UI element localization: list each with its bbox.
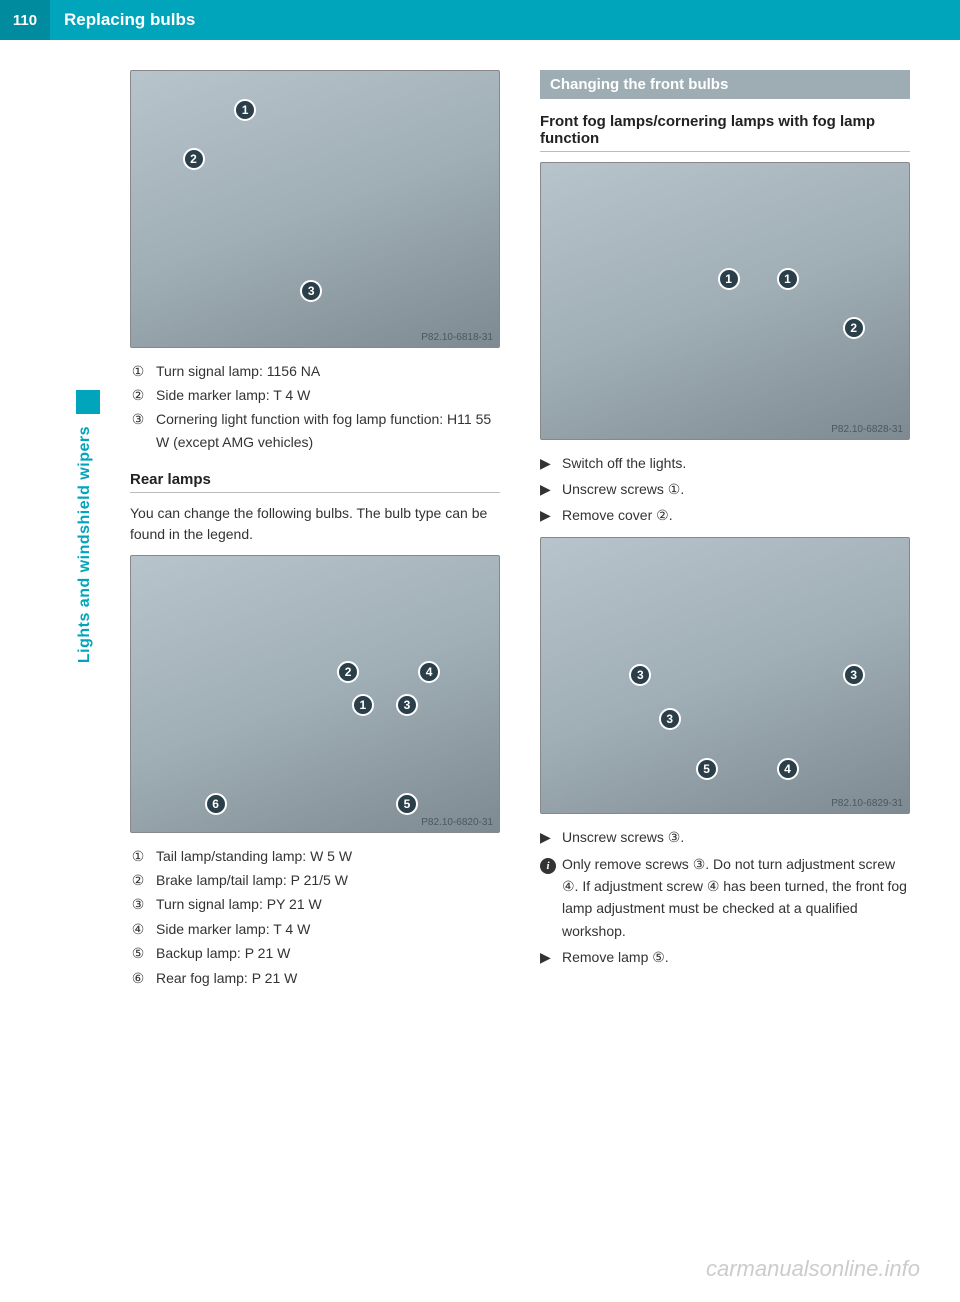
figure-caption: P82.10-6820-31 (421, 817, 493, 828)
section-heading-rear: Rear lamps (130, 471, 500, 493)
legend-number: ① (130, 360, 146, 382)
section-bar: Changing the front bulbs (540, 70, 910, 99)
legend-number: ② (130, 869, 146, 891)
page-title: Replacing bulbs (50, 0, 960, 40)
step-text: Switch off the lights. (562, 452, 686, 474)
callout-circle: 4 (777, 758, 799, 780)
side-tab-label: Lights and windshield wipers (76, 414, 94, 675)
figure-front-lamps: P82.10-6818-31 1 2 3 (130, 70, 500, 348)
watermark: carmanualsonline.info (706, 1256, 920, 1282)
right-column: Changing the front bulbs Front fog lamps… (540, 70, 910, 1007)
callout-circle: 1 (352, 694, 374, 716)
section-heading-fog: Front fog lamps/cornering lamps with fog… (540, 113, 910, 152)
callout-circle: 1 (718, 268, 740, 290)
rear-body-text: You can change the following bulbs. The … (130, 503, 500, 545)
legend-number: ② (130, 384, 146, 406)
callout-circle: 2 (183, 148, 205, 170)
legend-row: ④ Side marker lamp: T 4 W (130, 918, 500, 940)
callout-circle: 1 (777, 268, 799, 290)
info-text: Only remove screws ③. Do not turn adjust… (562, 853, 910, 943)
callout-circle: 3 (300, 280, 322, 302)
legend-text: Turn signal lamp: PY 21 W (156, 893, 322, 915)
figure-fog-cover: P82.10-6828-31 1 1 2 (540, 162, 910, 440)
legend-row: ① Tail lamp/standing lamp: W 5 W (130, 845, 500, 867)
callout-circle: 3 (629, 664, 651, 686)
callout-circle: 4 (418, 661, 440, 683)
page-header: 110 Replacing bulbs (0, 0, 960, 40)
step-text: Remove lamp ⑤. (562, 946, 669, 968)
legend-row: ③ Turn signal lamp: PY 21 W (130, 893, 500, 915)
legend-number: ③ (130, 893, 146, 915)
page-number: 110 (0, 0, 50, 40)
callout-circle: 5 (396, 793, 418, 815)
figure-caption: P82.10-6818-31 (421, 332, 493, 343)
step-row: ▶ Remove lamp ⑤. (540, 946, 910, 968)
side-tab: Lights and windshield wipers (76, 390, 100, 675)
content-area: P82.10-6818-31 1 2 3 ① Turn signal lamp: 11… (130, 70, 910, 1007)
step-row: ▶ Unscrew screws ①. (540, 478, 910, 500)
legend-row: ③Cornering light function with fog lamp … (130, 408, 500, 453)
step-marker-icon: ▶ (540, 946, 554, 968)
legend-row: ② Side marker lamp: T 4 W (130, 384, 500, 406)
legend-text: Backup lamp: P 21 W (156, 942, 290, 964)
step-row: ▶ Switch off the lights. (540, 452, 910, 474)
legend-row: ① Turn signal lamp: 1156 NA (130, 360, 500, 382)
legend-rear: ① Tail lamp/standing lamp: W 5 W ② Brake la… (130, 845, 500, 989)
legend-number: ⑤ (130, 942, 146, 964)
info-row: i Only remove screws ③. Do not turn adju… (540, 853, 910, 943)
step-row: ▶ Unscrew screws ③. (540, 826, 910, 848)
figure-rear-lamps: P82.10-6820-31 1 2 34 5 6 (130, 555, 500, 833)
legend-text: Side marker lamp: T 4 W (156, 384, 310, 406)
step-marker-icon: ▶ (540, 826, 554, 848)
step-marker-icon: ▶ (540, 504, 554, 526)
legend-number: ③ (130, 408, 146, 453)
callout-circle: 3 (659, 708, 681, 730)
info-icon: i (540, 853, 554, 943)
legend-text: Rear fog lamp: P 21 W (156, 967, 297, 989)
steps-fog-1: ▶ Switch off the lights. ▶ Unscrew screws ①… (540, 452, 910, 527)
legend-text: Cornering light function with fog lamp f… (156, 408, 500, 453)
step-marker-icon: ▶ (540, 478, 554, 500)
legend-text: Side marker lamp: T 4 W (156, 918, 310, 940)
callout-circle: 6 (205, 793, 227, 815)
legend-text: Turn signal lamp: 1156 NA (156, 360, 320, 382)
legend-number: ① (130, 845, 146, 867)
callout-circle: 1 (234, 99, 256, 121)
legend-text: Brake lamp/tail lamp: P 21/5 W (156, 869, 348, 891)
legend-row: ⑤ Backup lamp: P 21 W (130, 942, 500, 964)
legend-row: ② Brake lamp/tail lamp: P 21/5 W (130, 869, 500, 891)
figure-caption: P82.10-6829-31 (831, 798, 903, 809)
legend-front: ① Turn signal lamp: 1156 NA ② Side marker l… (130, 360, 500, 454)
callout-circle: 2 (843, 317, 865, 339)
side-tab-cap (76, 390, 100, 414)
step-row: ▶ Remove cover ②. (540, 504, 910, 526)
legend-row: ⑥ Rear fog lamp: P 21 W (130, 967, 500, 989)
figure-caption: P82.10-6828-31 (831, 424, 903, 435)
figure-fog-screws: P82.10-6829-31 33345 (540, 537, 910, 815)
callout-circle: 2 (337, 661, 359, 683)
step-marker-icon: ▶ (540, 452, 554, 474)
legend-text: Tail lamp/standing lamp: W 5 W (156, 845, 352, 867)
left-column: P82.10-6818-31 1 2 3 ① Turn signal lamp: 11… (130, 70, 500, 1007)
callout-circle: 5 (696, 758, 718, 780)
step-text: Unscrew screws ①. (562, 478, 684, 500)
step-text: Unscrew screws ③. (562, 826, 684, 848)
step-text: Remove cover ②. (562, 504, 673, 526)
callout-circle: 3 (396, 694, 418, 716)
callout-circle: 3 (843, 664, 865, 686)
legend-number: ⑥ (130, 967, 146, 989)
legend-number: ④ (130, 918, 146, 940)
